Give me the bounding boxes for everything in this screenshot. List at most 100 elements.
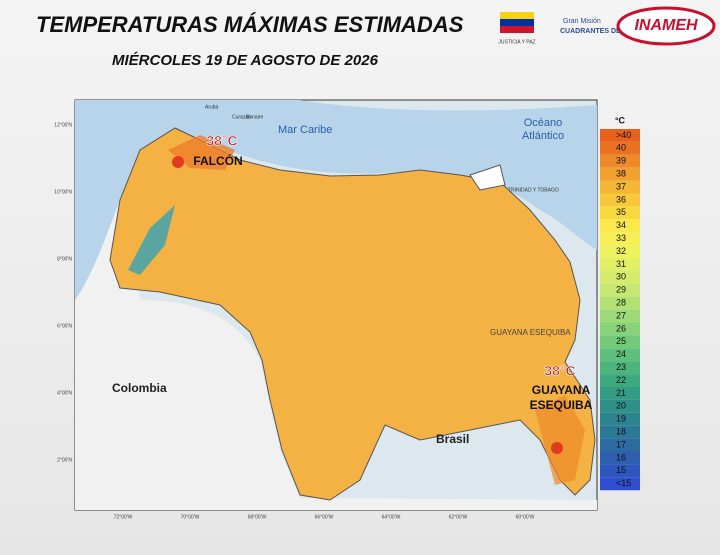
island-label: Aruba xyxy=(205,104,219,110)
legend-swatch xyxy=(600,477,640,491)
hot-zone xyxy=(168,135,235,170)
legend-swatch xyxy=(600,438,640,452)
legend-swatch xyxy=(600,129,640,142)
legend-swatch xyxy=(600,322,640,336)
legend-swatch xyxy=(600,141,640,155)
legend-swatch xyxy=(600,335,640,349)
legend-swatch xyxy=(600,425,640,439)
legend-label: 31 xyxy=(616,259,626,269)
legend-label: 26 xyxy=(616,323,626,333)
legend-label: 21 xyxy=(616,388,626,398)
region-label: GUAYANA ESEQUIBA xyxy=(490,328,571,337)
flag xyxy=(500,26,534,33)
legend-swatch xyxy=(600,258,640,271)
legend-label: 40 xyxy=(616,143,626,153)
trinidad xyxy=(469,164,506,191)
legend-label: 27 xyxy=(616,310,626,320)
date: MIÉRCOLES 19 DE AGOSTO DE 2026 xyxy=(112,52,379,69)
legend-label: 35 xyxy=(616,207,626,217)
legend-swatch xyxy=(600,245,640,258)
legend-swatch xyxy=(600,348,640,362)
legend-swatch xyxy=(600,296,640,310)
legend-unit: °C xyxy=(615,115,626,125)
legend-label: 15 xyxy=(616,465,626,475)
legend-label: 22 xyxy=(616,375,626,385)
legend-label: 30 xyxy=(616,272,626,282)
legend-label: 18 xyxy=(616,427,626,437)
island-label: TRINIDAD Y TOBAGO xyxy=(508,187,559,193)
logo-text: JUSTICIA Y PAZ xyxy=(498,39,535,45)
lon-tick: 64°00'W xyxy=(382,514,401,520)
land-neighbors xyxy=(75,200,597,510)
lon-tick: 68°00'W xyxy=(248,514,267,520)
legend-swatch xyxy=(600,387,640,400)
legend-label: >40 xyxy=(616,130,631,140)
island-label: Bonaire xyxy=(246,114,263,120)
legend-label: 16 xyxy=(616,452,626,462)
lon-tick: 70°00'W xyxy=(181,514,200,520)
sea-label: Atlántico xyxy=(522,130,564,142)
lon-tick: 66°00'W xyxy=(315,514,334,520)
lon-tick: 60°00'W xyxy=(516,514,535,520)
lat-tick: 4°00'N xyxy=(57,390,72,396)
legend-swatch xyxy=(600,412,640,426)
legend-swatch xyxy=(600,232,640,246)
lon-tick: 62°00'W xyxy=(449,514,468,520)
legend-swatch xyxy=(600,154,640,168)
legend-label: 24 xyxy=(616,349,626,359)
legend-swatch xyxy=(600,180,640,194)
legend-label: 25 xyxy=(616,336,626,346)
lat-tick: 2°00'N xyxy=(57,457,72,463)
legend-swatch xyxy=(600,374,640,387)
legend-swatch xyxy=(600,451,640,465)
callout-place: GUAYANA ESEQUIBA xyxy=(530,383,593,412)
venezuela xyxy=(109,127,596,501)
lat-tick: 10°00'N xyxy=(54,189,72,195)
logo-text: CUADRANTES DE PAZ xyxy=(560,28,637,35)
andes xyxy=(128,205,175,275)
hot-zone xyxy=(535,395,585,485)
legend-swatch xyxy=(600,193,640,207)
legend-label: 17 xyxy=(616,439,626,449)
legend-label: 28 xyxy=(616,298,626,308)
lat-tick: 8°00'N xyxy=(57,256,72,262)
legend-label: 39 xyxy=(616,156,626,166)
thermometer xyxy=(172,156,184,168)
legend-label: 29 xyxy=(616,285,626,295)
legend-swatch xyxy=(600,309,640,323)
lat-tick: 12°00'N xyxy=(54,122,72,128)
legend-label: 37 xyxy=(616,181,626,191)
sea xyxy=(75,100,597,300)
legend-label: 33 xyxy=(616,233,626,243)
legend-swatch xyxy=(600,361,640,375)
legend-label: <15 xyxy=(616,478,631,488)
title: TEMPERATURAS MÁXIMAS ESTIMADAS xyxy=(36,12,464,37)
logo-text: Gran Misión xyxy=(563,18,601,25)
legend-label: 20 xyxy=(616,401,626,411)
legend-swatch xyxy=(600,270,640,284)
lat-tick: 6°00'N xyxy=(57,323,72,329)
country-label: Colombia xyxy=(112,381,167,395)
legend-swatch xyxy=(600,206,640,220)
lon-tick: 72°00'W xyxy=(114,514,133,520)
legend-label: 36 xyxy=(616,194,626,204)
legend-swatch xyxy=(600,399,640,413)
logo-text: INAMEH xyxy=(634,17,698,34)
thermometer xyxy=(551,442,563,454)
legend-swatch xyxy=(600,219,640,233)
logo-ring xyxy=(616,6,716,46)
callout-place: FALCÓN xyxy=(193,153,242,168)
legend-swatch xyxy=(600,464,640,478)
sea-label: Mar Caribe xyxy=(278,124,332,136)
sea-label: Océano xyxy=(524,117,563,129)
country-label: Brasil xyxy=(436,432,469,446)
legend-label: 38 xyxy=(616,169,626,179)
flag xyxy=(500,19,534,26)
legend-label: 32 xyxy=(616,246,626,256)
legend-swatch xyxy=(600,167,640,181)
legend-label: 19 xyxy=(616,414,626,424)
legend-label: 34 xyxy=(616,220,626,230)
island-label: Curazao xyxy=(232,114,251,120)
